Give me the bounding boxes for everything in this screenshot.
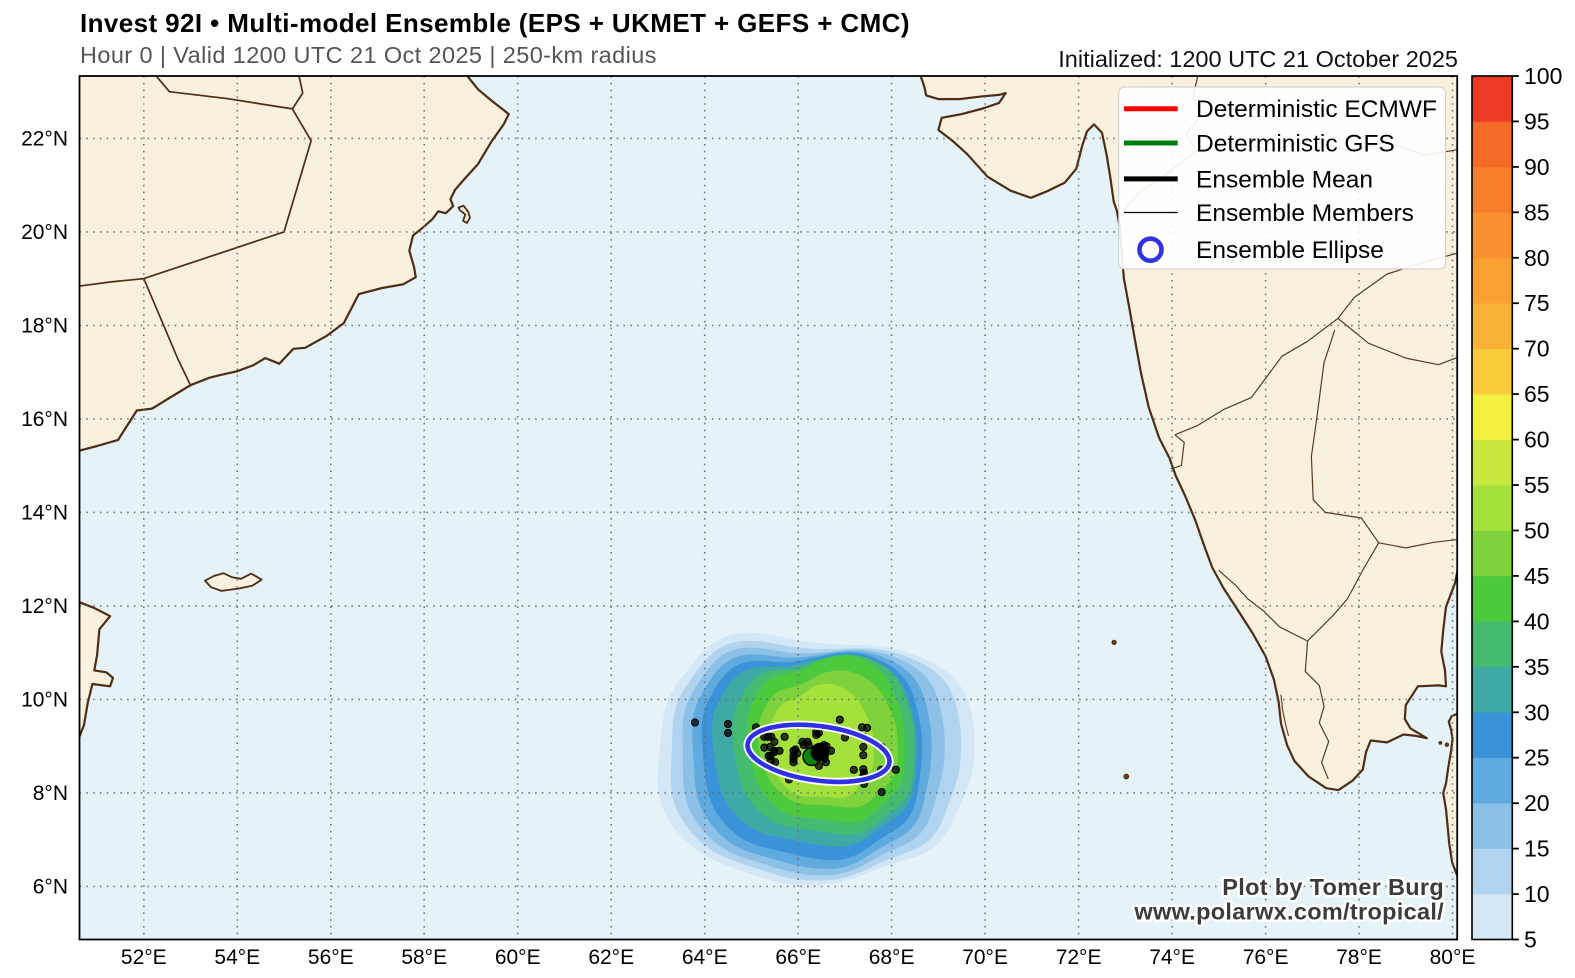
svg-text:70°E: 70°E: [962, 946, 1008, 969]
svg-text:68°E: 68°E: [869, 946, 915, 969]
svg-text:85: 85: [1524, 199, 1550, 225]
svg-text:Ensemble Ellipse: Ensemble Ellipse: [1196, 237, 1384, 264]
svg-text:18°N: 18°N: [21, 314, 68, 337]
svg-text:52°E: 52°E: [121, 946, 167, 969]
svg-text:78°E: 78°E: [1336, 946, 1382, 969]
svg-text:72°E: 72°E: [1056, 946, 1102, 969]
svg-text:Ensemble Members: Ensemble Members: [1196, 200, 1414, 227]
svg-text:54°E: 54°E: [214, 946, 260, 969]
svg-text:50: 50: [1524, 518, 1550, 544]
svg-text:80: 80: [1524, 245, 1550, 271]
svg-text:15: 15: [1524, 836, 1550, 862]
svg-text:45: 45: [1524, 563, 1550, 589]
svg-text:20: 20: [1524, 790, 1550, 816]
svg-text:10°N: 10°N: [21, 688, 68, 711]
svg-text:Plot by Tomer Burg: Plot by Tomer Burg: [1222, 874, 1444, 900]
svg-text:Deterministic ECMWF: Deterministic ECMWF: [1196, 96, 1437, 123]
svg-text:22°N: 22°N: [21, 127, 68, 150]
svg-text:Ensemble Mean: Ensemble Mean: [1196, 166, 1373, 193]
svg-text:100: 100: [1524, 63, 1562, 89]
svg-text:70: 70: [1524, 336, 1550, 362]
svg-text:95: 95: [1524, 108, 1550, 134]
svg-text:20°N: 20°N: [21, 221, 68, 244]
svg-text:Deterministic GFS: Deterministic GFS: [1196, 131, 1395, 158]
svg-text:10: 10: [1524, 881, 1550, 907]
svg-text:64°E: 64°E: [682, 946, 728, 969]
svg-text:76°E: 76°E: [1243, 946, 1289, 969]
svg-text:16°N: 16°N: [21, 408, 68, 431]
svg-text:35: 35: [1524, 654, 1550, 680]
svg-text:60: 60: [1524, 427, 1550, 453]
svg-text:55: 55: [1524, 472, 1550, 498]
svg-text:75: 75: [1524, 290, 1550, 316]
svg-text:90: 90: [1524, 154, 1550, 180]
svg-text:66°E: 66°E: [775, 946, 821, 969]
svg-text:56°E: 56°E: [308, 946, 354, 969]
svg-text:25: 25: [1524, 745, 1550, 771]
svg-text:58°E: 58°E: [401, 946, 447, 969]
svg-text:14°N: 14°N: [21, 501, 68, 524]
svg-text:30: 30: [1524, 699, 1550, 725]
svg-text:74°E: 74°E: [1149, 946, 1195, 969]
svg-text:40: 40: [1524, 608, 1550, 634]
svg-text:8°N: 8°N: [33, 782, 68, 805]
svg-text:5: 5: [1524, 927, 1537, 953]
svg-text:80°E: 80°E: [1430, 946, 1476, 969]
svg-text:6°N: 6°N: [33, 875, 68, 898]
svg-text:65: 65: [1524, 381, 1550, 407]
svg-text:www.polarwx.com/tropical/: www.polarwx.com/tropical/: [1133, 899, 1444, 925]
svg-text:60°E: 60°E: [495, 946, 541, 969]
svg-text:62°E: 62°E: [588, 946, 634, 969]
svg-text:12°N: 12°N: [21, 595, 68, 618]
